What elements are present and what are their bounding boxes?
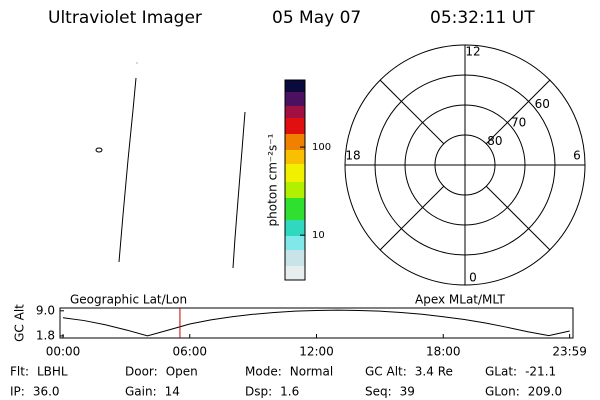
info-panel: Flt: LBHL Door: Open Mode: Normal GC Alt: 3.4 R… — [10, 365, 562, 399]
x-tick-label: 18:00 — [426, 345, 461, 359]
lat-label: 70 — [511, 116, 526, 130]
radial-line — [485, 185, 551, 251]
colorbar-tick-label: 10 — [312, 230, 325, 241]
pixel — [136, 62, 138, 64]
y-tick-label: 1.8 — [36, 328, 55, 342]
info-value: Open — [166, 365, 198, 379]
instrument-title: Ultraviolet Imager — [48, 8, 202, 28]
lat-label: 80 — [487, 134, 502, 148]
info-label: GLat: — [485, 365, 517, 379]
info-value: LBHL — [37, 365, 68, 379]
x-tick-label: 12:00 — [299, 345, 334, 359]
color-step — [285, 80, 305, 92]
colorbar-tick-label: 100 — [312, 142, 331, 153]
color-step — [285, 118, 305, 134]
color-step — [285, 92, 305, 106]
color-step — [285, 220, 305, 236]
info-value: 209.0 — [528, 385, 562, 399]
radial-line — [379, 79, 445, 145]
time: 05:32:11 UT — [430, 8, 535, 28]
x-tick-label: 06:00 — [172, 345, 207, 359]
radial-line — [485, 79, 551, 145]
info-label: IP: — [10, 385, 25, 399]
color-step — [285, 106, 305, 118]
mlt-label: 6 — [573, 149, 581, 163]
info-label: Door: — [125, 365, 158, 379]
colorbar-label: photon cm⁻²s⁻¹ — [266, 133, 280, 226]
mlt-label: 12 — [465, 45, 480, 59]
info-value: 39 — [400, 385, 415, 399]
timeline-frame — [59, 307, 574, 339]
info-value: 1.6 — [280, 385, 299, 399]
colorbar: photon cm⁻²s⁻¹ — [266, 79, 306, 281]
info-label: Dsp: — [245, 385, 272, 399]
timeline-ylabel: GC Alt — [13, 304, 27, 342]
colorbar-frame — [284, 79, 306, 281]
info-label: Gain: — [125, 385, 157, 399]
info-label: GLon: — [485, 385, 520, 399]
timeline: Geographic Lat/Lon Apex MLat/MLT GC Alt … — [13, 293, 587, 359]
info-label: Seq: — [365, 385, 392, 399]
info-value: 36.0 — [33, 385, 60, 399]
color-step — [285, 250, 305, 266]
date: 05 May 07 — [272, 8, 361, 28]
info-label: GC Alt: — [365, 365, 407, 379]
mlt-label: 0 — [469, 271, 477, 285]
color-step — [285, 182, 305, 198]
color-step — [285, 134, 305, 150]
x-tick-label: 00:00 — [46, 345, 81, 359]
color-step — [285, 236, 305, 250]
info-label: Mode: — [245, 365, 282, 379]
x-tick-label: 23:59 — [552, 345, 587, 359]
color-step — [285, 266, 305, 280]
info-label: Flt: — [10, 365, 29, 379]
y-tick-label: 9.0 — [36, 303, 55, 317]
coastline — [118, 77, 137, 263]
color-step — [285, 150, 305, 164]
color-step — [285, 198, 305, 220]
timeline-right-label: Apex MLat/MLT — [415, 293, 505, 307]
radial-line — [379, 185, 445, 251]
lat-label: 60 — [535, 97, 550, 111]
info-value: -21.1 — [525, 365, 556, 379]
timeline-left-label: Geographic Lat/Lon — [70, 293, 187, 307]
altitude-curve — [62, 309, 570, 337]
image-area — [95, 62, 246, 269]
info-value: Normal — [290, 365, 333, 379]
color-step — [285, 164, 305, 182]
mlt-label: 18 — [345, 149, 360, 163]
coastline — [232, 111, 246, 269]
info-value: 14 — [165, 385, 180, 399]
info-value: 3.4 Re — [415, 365, 453, 379]
coastline — [95, 147, 103, 153]
